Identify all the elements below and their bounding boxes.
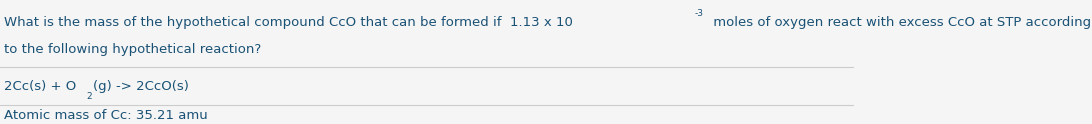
Text: Atomic mass of Cc: 35.21 amu: Atomic mass of Cc: 35.21 amu [4,109,207,122]
Text: to the following hypothetical reaction?: to the following hypothetical reaction? [4,43,261,56]
Text: 2Cc(s) + O: 2Cc(s) + O [4,80,76,93]
Text: (g) -> 2CcO(s): (g) -> 2CcO(s) [93,80,189,93]
Text: 2: 2 [86,92,92,101]
Text: -3: -3 [695,9,704,18]
Text: What is the mass of the hypothetical compound CcO that can be formed if  1.13 x : What is the mass of the hypothetical com… [4,16,573,29]
Text: moles of oxygen react with excess CcO at STP according: moles of oxygen react with excess CcO at… [709,16,1091,29]
